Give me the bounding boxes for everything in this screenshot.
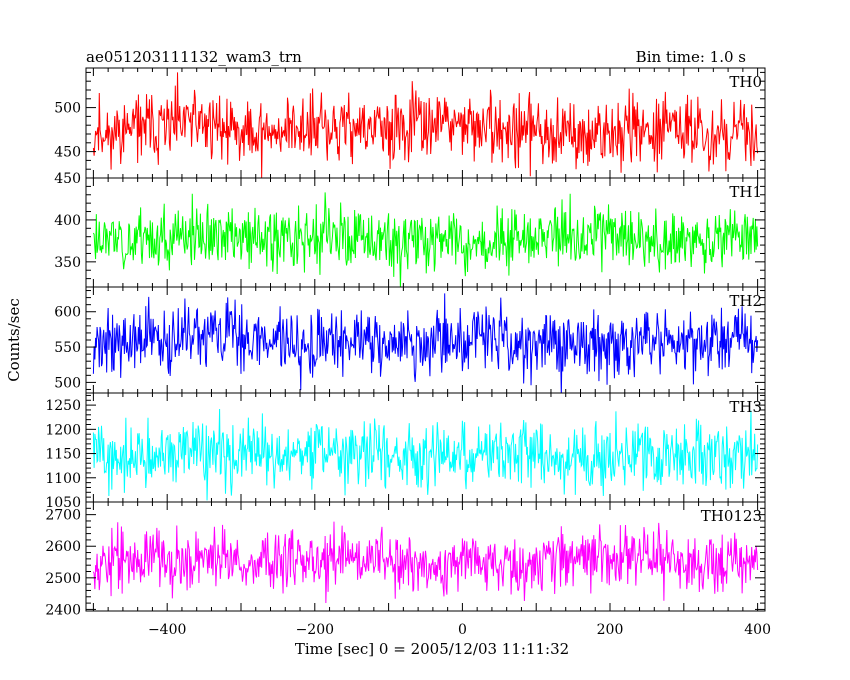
- x-tick-label: 200: [597, 622, 624, 638]
- panel-label-th2: TH2: [729, 292, 762, 310]
- y-tick-label: 500: [54, 101, 81, 117]
- panel-frame: [85, 501, 766, 612]
- series-line-th0: [92, 72, 759, 178]
- x-axis: −400 −200 0 200 400: [148, 622, 771, 638]
- y-tick-label: 600: [54, 305, 81, 321]
- y-tick-label: 350: [54, 255, 81, 271]
- chart-title: ae051203111132_wam3_trn: [86, 48, 302, 66]
- y-tick-label: 450: [54, 171, 81, 187]
- y-tick-label: 1200: [45, 422, 81, 438]
- y-tick-label: 2700: [45, 508, 81, 524]
- y-tick-label: 2600: [45, 539, 81, 555]
- y-tick-label: 400: [54, 213, 81, 229]
- y-tick-label: 500: [54, 375, 81, 391]
- y-tick-label: 2500: [45, 571, 81, 587]
- y-tick-label: 1250: [45, 398, 81, 414]
- panel-th3: 1050 1100 1150 1200 1250 TH3: [45, 392, 766, 511]
- series-line-th3: [92, 408, 759, 501]
- y-tick-label: 1100: [45, 471, 81, 487]
- y-tick-label: 1150: [45, 447, 81, 463]
- y-tick-label: 550: [54, 340, 81, 356]
- panel-th2: 500 550 600 TH2: [54, 286, 766, 394]
- x-tick-label: −200: [296, 622, 334, 638]
- panel-th0: 450 500 TH0: [54, 67, 766, 179]
- chart-subtitle: Bin time: 1.0 s: [636, 48, 746, 66]
- panel-label-th0: TH0: [729, 73, 762, 91]
- panel-label-th0123: TH0123: [701, 507, 762, 525]
- x-tick-label: −400: [148, 622, 186, 638]
- panel-label-th1: TH1: [729, 183, 762, 201]
- y-tick-label: 2400: [45, 602, 81, 618]
- x-tick-label: 400: [744, 622, 771, 638]
- panel-label-th3: TH3: [729, 398, 762, 416]
- panel-th0123: 2400 2500 2600 2700 TH0123: [45, 501, 766, 618]
- series-line-th2: [92, 293, 759, 393]
- x-axis-label: Time [sec] 0 = 2005/12/03 11:11:32: [295, 640, 569, 658]
- panel-th1: 350 400 450 TH1: [54, 171, 766, 288]
- series-line-th1: [92, 192, 759, 287]
- y-tick-label: 450: [54, 145, 81, 161]
- series-line-th0123: [92, 521, 759, 603]
- x-tick-label: 0: [458, 622, 467, 638]
- panels-group: 450 500 TH0 350 400 450 TH1 500 550 600 TH2 1050 110…: [45, 67, 766, 618]
- y-axis-label: Counts/sec: [5, 298, 23, 382]
- y-tick-label: 1050: [45, 495, 81, 511]
